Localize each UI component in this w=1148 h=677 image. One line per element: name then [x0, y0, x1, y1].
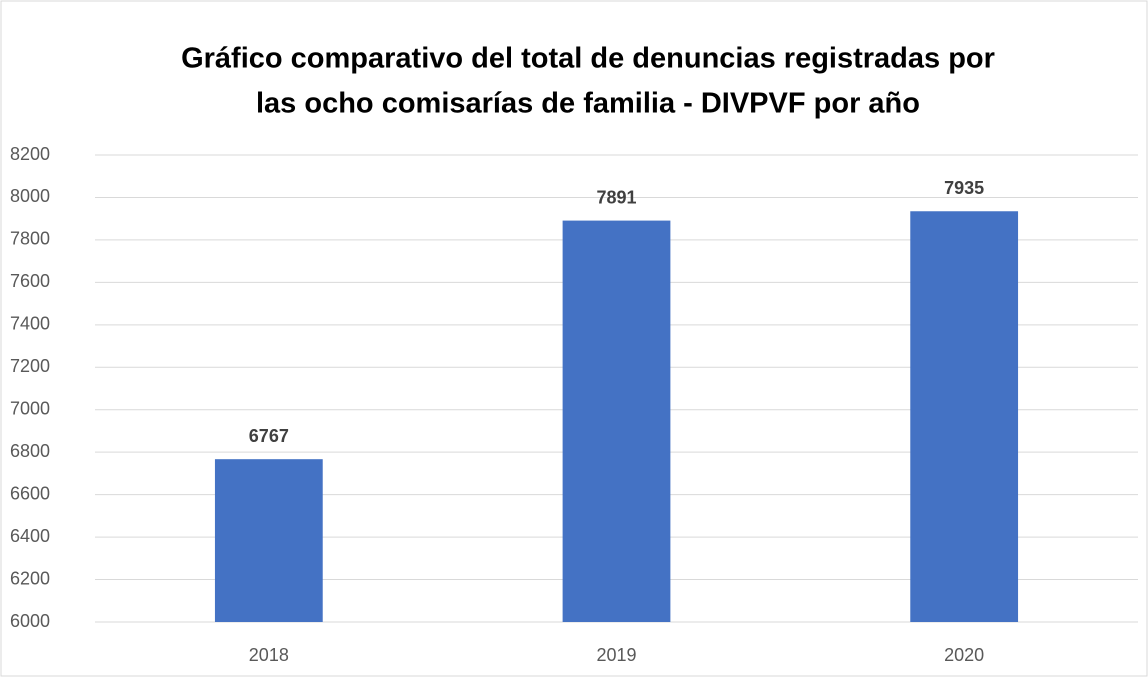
y-tick-label: 7200 [10, 356, 50, 376]
y-tick-label: 6600 [10, 483, 50, 503]
y-tick-label: 6400 [10, 526, 50, 546]
value-label: 7891 [596, 187, 636, 207]
x-tick-label: 2020 [944, 645, 984, 665]
y-tick-label: 8000 [10, 186, 50, 206]
x-tick-label: 2019 [596, 645, 636, 665]
y-tick-label: 7600 [10, 271, 50, 291]
y-tick-label: 6200 [10, 568, 50, 588]
chart-title: las ocho comisarías de familia - DIVPVF … [256, 88, 920, 120]
x-tick-label: 2018 [249, 645, 289, 665]
y-tick-label: 7000 [10, 398, 50, 418]
chart-title: Gráfico comparativo del total de denunci… [181, 43, 995, 75]
y-tick-label: 7400 [10, 314, 50, 334]
value-label: 7935 [944, 178, 984, 198]
y-tick-label: 6000 [10, 611, 50, 631]
bar [910, 211, 1019, 623]
value-label: 6767 [249, 426, 289, 446]
y-tick-label: 6800 [10, 441, 50, 461]
y-tick-label: 7800 [10, 229, 50, 249]
bar [562, 220, 671, 622]
bar [214, 459, 323, 622]
y-tick-label: 8200 [10, 144, 50, 164]
